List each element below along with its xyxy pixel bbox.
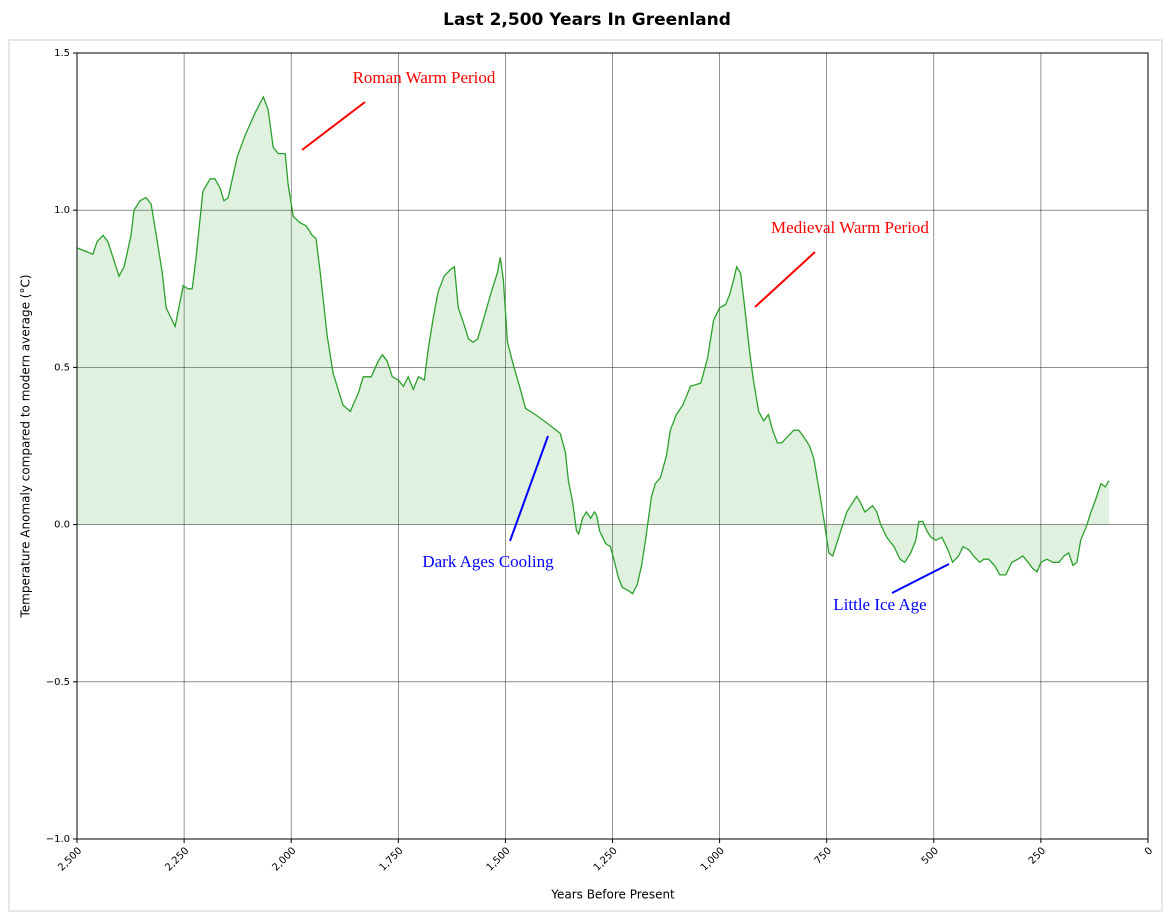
annotation-arrow <box>509 435 549 542</box>
x-tick-label: 2,250 <box>163 845 191 873</box>
annotation: Medieval Warm Period <box>771 218 929 237</box>
area <box>77 97 1109 594</box>
x-tick-label: 250 <box>1027 845 1048 866</box>
annotation: Little Ice Age <box>833 595 926 614</box>
x-tick-label: 1,500 <box>485 845 513 873</box>
y-tick-label: 0.5 <box>54 362 70 373</box>
figure-frame <box>8 39 1163 912</box>
x-tick-label: 0 <box>1143 845 1155 857</box>
y-tick-label: 1.0 <box>54 205 70 216</box>
annotation-arrow <box>891 563 950 594</box>
x-tick-label: 500 <box>920 845 941 866</box>
plot-frame <box>76 52 1149 840</box>
x-tick-label: 1,250 <box>592 845 620 873</box>
line <box>76 95 1110 595</box>
annotation: Roman Warm Period <box>353 68 496 87</box>
x-tick-label: 2,000 <box>270 845 298 873</box>
chart-title: Last 2,500 Years In Greenland <box>443 10 731 30</box>
x-tick-label: 1,000 <box>699 845 727 873</box>
x-tick-label: 2,500 <box>56 845 84 873</box>
y-tick-label: −1.0 <box>46 834 70 845</box>
annotation-arrow <box>754 251 816 308</box>
x-tick-label: 1,750 <box>378 845 406 873</box>
x-tick-label: 750 <box>813 845 834 866</box>
y-tick-label: 0.0 <box>54 520 70 531</box>
y-tick-label: −0.5 <box>46 677 70 688</box>
annotation-arrow <box>301 101 366 151</box>
y-tick-label: 1.5 <box>54 48 70 59</box>
annotation: Dark Ages Cooling <box>422 552 554 571</box>
y-axis-label: Temperature Anomaly compared to modern a… <box>19 274 33 618</box>
x-axis-label: Years Before Present <box>550 888 675 902</box>
